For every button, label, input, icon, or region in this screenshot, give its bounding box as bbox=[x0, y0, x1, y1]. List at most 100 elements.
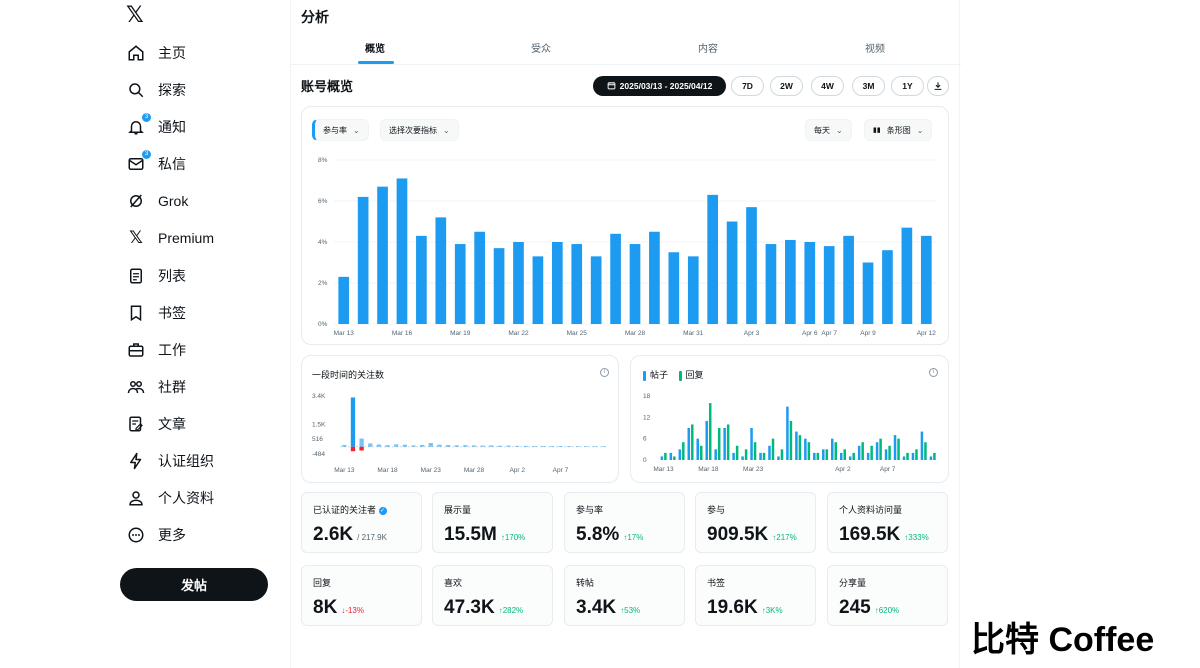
follower-bar bbox=[471, 445, 477, 447]
sidebar-item-lists[interactable]: 列表 bbox=[126, 261, 186, 291]
range-1y-button[interactable]: 1Y bbox=[891, 76, 924, 96]
posts-bar bbox=[920, 431, 924, 460]
bar bbox=[862, 262, 874, 324]
bar bbox=[882, 250, 893, 324]
stat-change: ↑620% bbox=[874, 606, 900, 615]
interval-select[interactable]: 每天 ⌄ bbox=[805, 119, 852, 141]
stat-bookmarks[interactable]: 书签 19.6K ↑3K% bbox=[695, 565, 816, 626]
primary-metric-select[interactable]: 参与率 ⌄ bbox=[312, 119, 369, 141]
secondary-metric-select[interactable]: 选择次要指标 ⌄ bbox=[380, 119, 459, 141]
tab-audience[interactable]: 受众 bbox=[531, 44, 551, 55]
tab-content[interactable]: 内容 bbox=[698, 44, 718, 55]
bar bbox=[649, 231, 660, 324]
follower-bar bbox=[497, 445, 503, 447]
replies-bar bbox=[726, 424, 730, 460]
y-tick-label: 4% bbox=[318, 239, 328, 246]
chart-type-select[interactable]: ▮▮ 条形图 ⌄ bbox=[864, 119, 933, 141]
secondary-metric-label: 选择次要指标 bbox=[389, 125, 437, 135]
x-tick-label: Apr 6 bbox=[802, 330, 818, 337]
stat-label: 参与率 bbox=[576, 505, 604, 515]
replies-bar bbox=[798, 435, 802, 460]
x-tick-label: Apr 2 bbox=[509, 467, 525, 474]
bar bbox=[687, 256, 699, 324]
range-4w-button[interactable]: 4W bbox=[811, 76, 844, 96]
stat-reposts[interactable]: 转帖 3.4K ↑53% bbox=[564, 565, 685, 626]
info-icon[interactable]: i bbox=[929, 368, 938, 377]
sidebar-item-premium[interactable]: 𝕏 Premium bbox=[126, 223, 214, 253]
posts-bar bbox=[777, 456, 780, 460]
sidebar-item-grok[interactable]: Grok bbox=[126, 186, 188, 216]
replies-bar bbox=[682, 442, 685, 460]
legend-posts: 帖子 bbox=[650, 370, 669, 380]
x-logo-icon[interactable]: 𝕏 bbox=[126, 2, 144, 27]
stat-engagement-rate[interactable]: 参与率 5.8% ↑17% bbox=[564, 492, 685, 553]
stat-change: ↑282% bbox=[498, 606, 524, 615]
stat-value: 169.5K ↑333% bbox=[839, 524, 929, 545]
tab-overview[interactable]: 概览 bbox=[365, 44, 385, 55]
stat-label: 已认证的关注者 ✓ bbox=[313, 505, 387, 515]
follower-bar bbox=[575, 446, 580, 447]
sidebar-item-home[interactable]: 主页 bbox=[126, 38, 186, 68]
x-tick-label: Apr 12 bbox=[917, 330, 937, 337]
post-button[interactable]: 发帖 bbox=[120, 568, 268, 601]
x-tick-label: Apr 7 bbox=[880, 466, 896, 473]
sidebar-item-verified-orgs[interactable]: 认证组织 bbox=[126, 446, 214, 476]
replies-bar bbox=[807, 442, 811, 460]
sidebar-item-articles[interactable]: 文章 bbox=[126, 409, 186, 439]
stat-engagements[interactable]: 参与 909.5K ↑217% bbox=[695, 492, 816, 553]
stat-change: ↑333% bbox=[904, 533, 929, 542]
sidebar-item-more[interactable]: 更多 bbox=[126, 520, 186, 550]
posts-bar bbox=[678, 449, 682, 460]
stat-likes[interactable]: 喜欢 47.3K ↑282% bbox=[432, 565, 553, 626]
x-tick-label: Mar 28 bbox=[625, 330, 646, 337]
range-3m-button[interactable]: 3M bbox=[852, 76, 885, 96]
bar bbox=[785, 239, 796, 324]
range-2w-button[interactable]: 2W bbox=[770, 76, 803, 96]
follower-bar bbox=[506, 445, 511, 447]
posts-bar bbox=[705, 420, 708, 460]
legend-swatch-replies bbox=[678, 370, 682, 381]
replies-bar bbox=[834, 442, 838, 460]
posts-replies-bar-chart: 18 12 6 0 Mar 13 Mar 18 Mar 23 Apr 2 Apr 7 bbox=[643, 393, 936, 473]
stat-profile-visits[interactable]: 个人资料访问量 169.5K ↑333% bbox=[827, 492, 948, 553]
bar bbox=[338, 276, 350, 324]
posts-bar bbox=[768, 445, 771, 460]
grok-icon bbox=[126, 191, 146, 211]
follower-bar bbox=[445, 444, 451, 447]
sidebar-item-explore[interactable]: 探索 bbox=[126, 75, 186, 105]
sidebar-item-label: 探索 bbox=[158, 82, 186, 98]
sidebar-item-notifications[interactable]: 3 通知 bbox=[126, 112, 186, 142]
chevron-down-icon: ⌄ bbox=[836, 125, 843, 135]
stat-value: 2.6K/ 217.9K bbox=[313, 524, 387, 545]
sidebar-item-messages[interactable]: 3 私信 bbox=[126, 149, 186, 179]
sidebar-item-communities[interactable]: 社群 bbox=[126, 372, 186, 402]
download-icon[interactable] bbox=[927, 76, 949, 96]
stat-impressions[interactable]: 展示量 15.5M ↑170% bbox=[432, 492, 553, 553]
posts-bar bbox=[696, 438, 699, 460]
x-tick-label: Mar 18 bbox=[698, 466, 719, 473]
y-tick-label: 0 bbox=[643, 457, 647, 464]
sidebar-item-profile[interactable]: 个人资料 bbox=[126, 483, 214, 513]
stat-verified-followers[interactable]: 已认证的关注者 ✓ 2.6K/ 217.9K bbox=[301, 492, 422, 553]
sidebar-item-bookmarks[interactable]: 书签 bbox=[126, 298, 186, 328]
range-7d-button[interactable]: 7D bbox=[731, 76, 764, 96]
y-tick-label: 0% bbox=[318, 321, 328, 328]
posts-bar bbox=[911, 452, 915, 460]
home-icon bbox=[126, 43, 146, 63]
stat-label: 个人资料访问量 bbox=[839, 505, 903, 515]
stat-replies[interactable]: 回复 8K ↓-13% bbox=[301, 565, 422, 626]
info-icon[interactable]: i bbox=[600, 368, 609, 377]
stat-shares[interactable]: 分享量 245 ↑620% bbox=[827, 565, 948, 626]
sidebar-item-label: 主页 bbox=[158, 45, 186, 61]
posts-bar bbox=[831, 438, 834, 460]
replies-bar bbox=[879, 438, 882, 460]
sidebar-item-label: 更多 bbox=[158, 527, 186, 543]
bar bbox=[804, 242, 816, 324]
posts-bar bbox=[660, 456, 664, 460]
date-range-button[interactable]: 2025/03/13 - 2025/04/12 bbox=[593, 76, 726, 96]
list-icon bbox=[126, 266, 146, 286]
tab-video[interactable]: 视频 bbox=[865, 44, 885, 55]
stat-value: 19.6K ↑3K% bbox=[707, 597, 783, 618]
x-tick-label: Mar 16 bbox=[392, 330, 413, 337]
sidebar-item-jobs[interactable]: 工作 bbox=[126, 335, 186, 365]
